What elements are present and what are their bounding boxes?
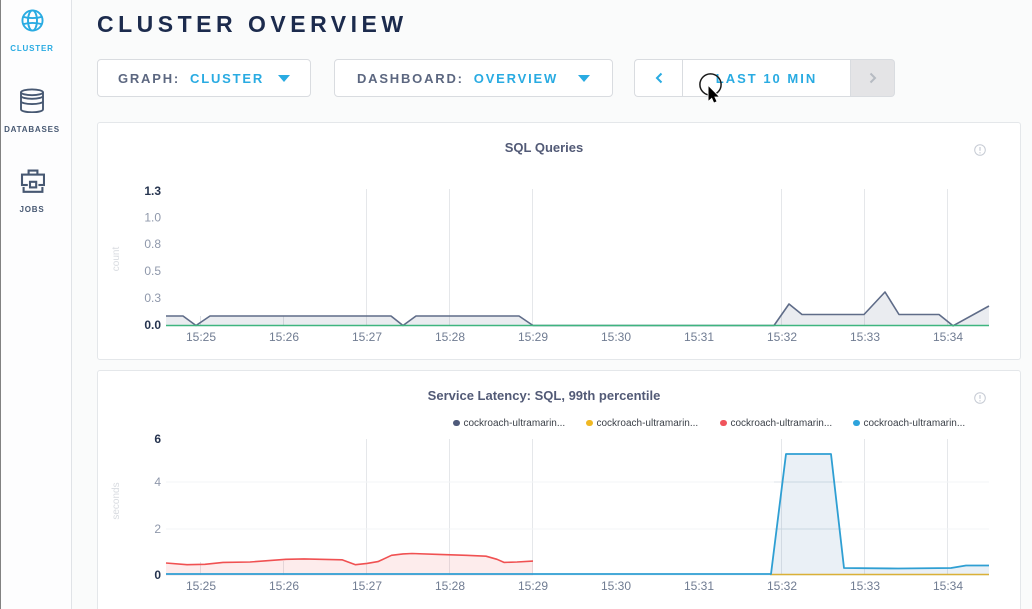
svg-text:1.0: 1.0 [144,211,161,225]
svg-text:15:27: 15:27 [352,330,382,344]
svg-text:15:34: 15:34 [933,330,963,344]
svg-text:15:31: 15:31 [684,330,714,344]
svg-text:15:29: 15:29 [518,579,548,593]
svg-text:15:26: 15:26 [269,330,299,344]
svg-text:15:26: 15:26 [269,579,299,593]
svg-text:0.5: 0.5 [144,264,161,278]
svg-text:15:25: 15:25 [186,330,216,344]
svg-text:15:30: 15:30 [601,330,631,344]
svg-text:0: 0 [154,568,161,582]
svg-text:15:30: 15:30 [601,579,631,593]
svg-text:1.3: 1.3 [144,184,161,198]
svg-text:0.0: 0.0 [144,318,161,332]
svg-text:15:27: 15:27 [352,579,382,593]
svg-text:15:33: 15:33 [850,330,880,344]
svg-text:15:25: 15:25 [186,579,216,593]
svg-text:0.8: 0.8 [144,237,161,251]
svg-text:0.3: 0.3 [144,291,161,305]
svg-text:15:29: 15:29 [518,330,548,344]
svg-text:15:32: 15:32 [767,330,797,344]
svg-text:15:32: 15:32 [767,579,797,593]
svg-text:15:33: 15:33 [850,579,880,593]
svg-text:15:31: 15:31 [684,579,714,593]
svg-text:15:28: 15:28 [435,330,465,344]
svg-text:seconds: seconds [111,482,122,519]
svg-text:6: 6 [154,432,161,446]
svg-text:15:28: 15:28 [435,579,465,593]
svg-text:15:34: 15:34 [933,579,963,593]
svg-text:4: 4 [154,475,161,489]
svg-text:count: count [111,247,122,272]
svg-text:2: 2 [154,522,161,536]
